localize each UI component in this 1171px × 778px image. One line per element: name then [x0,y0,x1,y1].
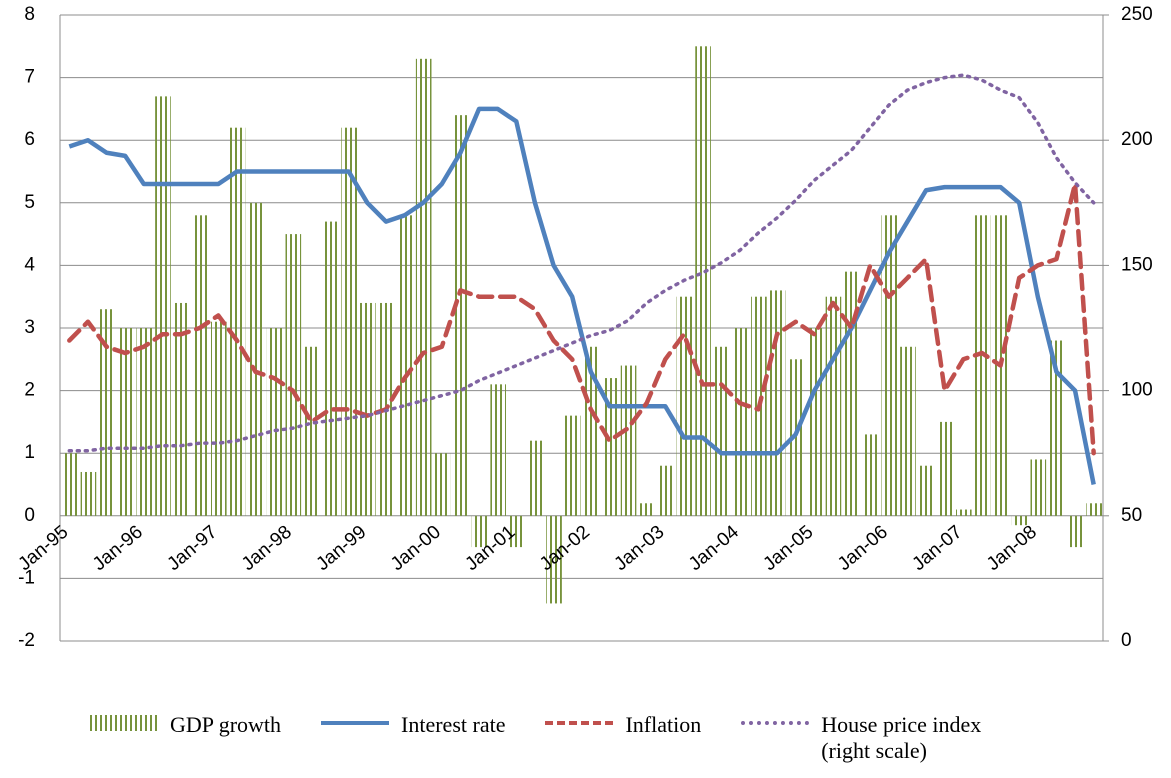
bar [639,503,655,516]
x-tick-label: Jan-98 [238,522,296,575]
bar [937,421,953,516]
x-tick-label: Jan-96 [89,522,147,575]
bar [136,328,153,516]
y2-tick-label: 50 [1121,505,1142,526]
x-tick-label: Jan-08 [983,522,1041,575]
legend-item: Interest rate [321,712,505,764]
y-tick-label: 5 [24,192,35,213]
legend-swatch [90,712,158,734]
bar [192,215,208,516]
bar [509,515,525,548]
bar [304,346,320,516]
bar [285,234,302,516]
bar [602,378,618,516]
bar [211,321,227,516]
legend-label: GDP growth [170,712,282,737]
y-tick-label: 0 [24,505,35,526]
chart: -2 -1 0 1 2 3 4 5 6 7 8 0 50 100 150 200 250 Jan-95 Jan-96… [14,4,1153,651]
y2-tick-label: 150 [1121,254,1153,275]
x-tick-label: Jan-03 [610,522,668,575]
bar [825,296,842,516]
line [68,106,1096,485]
legend-swatch [321,712,390,734]
y-tick-label: 1 [24,442,35,463]
bar [974,215,991,516]
x-tick-label: Jan-97 [163,522,221,575]
legend-swatch [741,712,810,734]
line [67,73,1096,453]
y2-tick-label: 200 [1121,129,1153,150]
legend-item: GDP growth [90,712,281,764]
x-tick-label: Jan-04 [685,521,743,575]
legend-label: House price index (right scale) [821,712,982,763]
x-tick-label: Jan-05 [759,522,817,575]
bar [862,434,879,516]
y-tick-label: 4 [24,254,35,275]
bar [732,328,749,516]
x-tick-label: Jan-95 [14,522,72,575]
bar [564,415,581,516]
bar [62,453,78,516]
y-tick-label: -1 [18,567,35,588]
bar [490,384,506,516]
y-tick-label: 3 [24,317,35,338]
bar [956,509,972,516]
y2-tick-label: 0 [1121,630,1132,651]
bar [397,215,413,516]
legend-swatch [545,712,614,734]
y2-tick-label: 250 [1121,4,1153,25]
bar [546,515,562,604]
bar [155,96,171,516]
y-tick-label: 6 [24,129,35,150]
x-tick-label: Jan-00 [387,522,445,575]
bar [918,465,935,516]
bar [676,296,693,516]
legend-label: Interest rate [401,712,506,737]
x-tick-label: Jan-07 [908,522,966,575]
bar [807,328,823,516]
bar [900,346,916,516]
bar [434,453,451,516]
bar [1086,503,1102,516]
legend: GDP growth Interest rate Inflation House pr… [90,712,1170,764]
bar [713,346,730,516]
bar [229,127,246,516]
bar [1011,515,1028,526]
x-tick-label: Jan-99 [312,522,370,575]
bar [415,58,432,516]
y-tick-label: 2 [24,380,35,401]
y-tick-label: 8 [24,4,35,25]
bar [80,471,97,516]
bar [620,365,637,516]
legend-item: House price index (right scale) [741,712,1021,764]
bar [1049,340,1065,516]
x-tick-label: Jan-02 [536,522,594,575]
y2-tick-label: 100 [1121,380,1153,401]
bar [99,309,115,516]
legend-item: Inflation [545,712,701,764]
bar [471,515,488,548]
bar [1030,459,1047,516]
y-tick-label: 7 [24,67,35,88]
bar [527,440,544,516]
bar [1067,515,1084,548]
bar [583,346,600,516]
y-tick-label: -2 [18,630,35,651]
legend-label: Inflation [625,712,702,737]
bar [453,115,469,516]
bar [788,359,804,516]
x-tick-label: Jan-01 [461,522,519,575]
line [67,181,1096,456]
bar [117,328,134,516]
x-tick-label: Jan-06 [834,522,892,575]
bar [266,328,283,516]
bar [360,302,376,516]
bar [658,465,674,516]
bar [769,290,786,516]
bar [695,46,711,516]
bar [322,221,339,516]
bar [173,302,190,516]
